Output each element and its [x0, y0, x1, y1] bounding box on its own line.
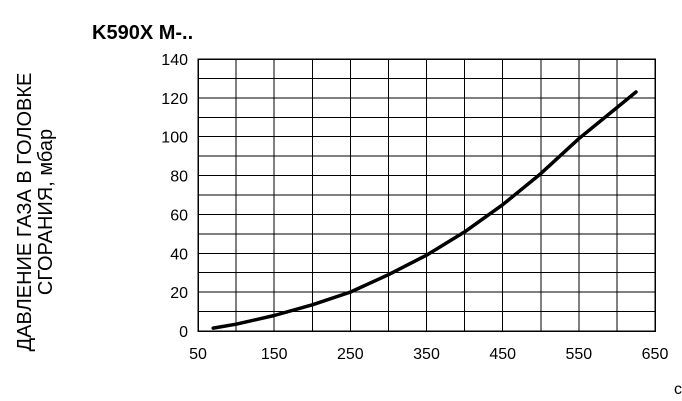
y-tick-label: 120 — [161, 91, 188, 108]
x-tick-label: 250 — [337, 346, 364, 363]
plot-frame — [197, 58, 656, 332]
y-tick-label: 80 — [170, 169, 188, 186]
x-axis-label: c — [674, 381, 682, 398]
y-tick-label: 60 — [170, 207, 188, 224]
x-tick-label: 350 — [413, 346, 440, 363]
y-tick-label: 20 — [170, 285, 188, 302]
x-tick-label: 450 — [489, 346, 516, 363]
y-tick-label: 40 — [170, 246, 188, 263]
series-line — [211, 90, 638, 330]
y-tick-label: 100 — [161, 130, 188, 147]
y-tick-label: 0 — [179, 324, 188, 341]
x-tick-label: 550 — [565, 346, 592, 363]
y-tick-label: 140 — [161, 52, 188, 69]
x-tick-label: 50 — [189, 346, 207, 363]
x-tick-label: 150 — [261, 346, 288, 363]
x-tick-label: 650 — [642, 346, 669, 363]
chart-title: K590X M-.. — [92, 22, 194, 44]
